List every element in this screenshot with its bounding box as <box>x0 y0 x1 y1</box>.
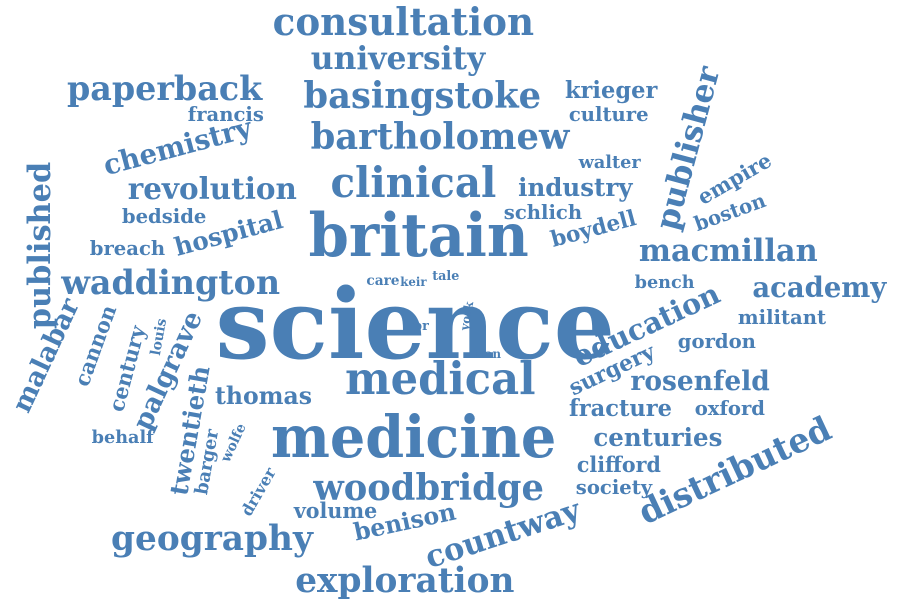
word-clifford: clifford <box>576 451 661 477</box>
word-geography: geography <box>111 517 313 559</box>
word-britain: britain <box>308 201 529 271</box>
word-oxford: oxford <box>694 396 766 420</box>
word-society: society <box>575 475 653 499</box>
word-paperback: paperback <box>66 69 262 109</box>
word-bedside: bedside <box>121 204 207 228</box>
word-waddington: waddington <box>60 263 280 303</box>
word-thomas: thomas <box>214 381 312 410</box>
word-care: care <box>366 273 400 289</box>
word-driver: driver <box>237 464 280 520</box>
word-behalf: behalf <box>91 427 154 448</box>
word-fracture: fracture <box>568 394 672 422</box>
word-consultation: consultation <box>272 0 534 44</box>
word-science: science <box>215 268 615 381</box>
word-walter: walter <box>578 152 641 173</box>
word-bartholomew: bartholomew <box>310 116 570 158</box>
word-medical: medical <box>344 351 536 405</box>
word-medicine: medicine <box>270 403 556 471</box>
word-francis: francis <box>187 102 264 126</box>
word-wolfe: wolfe <box>217 421 250 465</box>
word-macmillan: macmillan <box>638 232 818 269</box>
word-pr: pr <box>413 318 429 334</box>
word-schlich: schlich <box>503 200 583 224</box>
word-basingstoke: basingstoke <box>302 75 541 117</box>
word-militant: militant <box>737 305 827 329</box>
word-exploration: exploration <box>295 559 515 601</box>
word-volume: volume <box>293 497 377 523</box>
word-university: university <box>310 39 486 77</box>
word-industry: industry <box>517 172 632 202</box>
word-tale: tale <box>432 268 460 284</box>
word-breach: breach <box>89 236 165 260</box>
word-culture: culture <box>568 102 649 126</box>
word-published: published <box>21 161 58 329</box>
word-rosenfeld: rosenfeld <box>630 365 770 397</box>
word-revolution: revolution <box>127 172 297 207</box>
word-gordon: gordon <box>677 329 756 353</box>
word-tran: tran <box>473 347 502 361</box>
word-woodbridge: woodbridge <box>312 467 544 509</box>
word-academy: academy <box>751 271 886 304</box>
word-keir: keir <box>399 275 427 289</box>
word-clinical: clinical <box>329 158 496 207</box>
word-krieger: krieger <box>564 76 658 104</box>
word-centuries: centuries <box>593 422 723 452</box>
word-bench: bench <box>634 272 695 293</box>
